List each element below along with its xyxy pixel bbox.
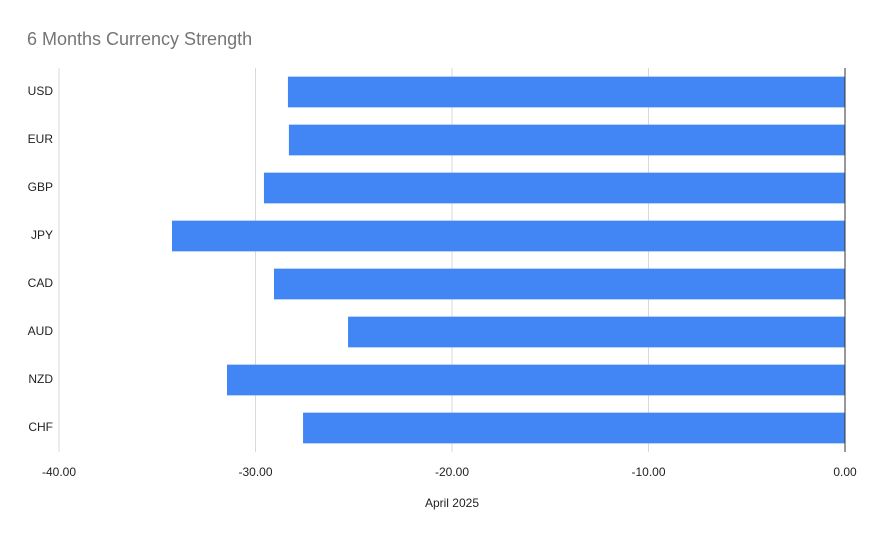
bar xyxy=(348,316,845,348)
x-tick-label: -40.00 xyxy=(42,465,76,479)
y-tick-label: CHF xyxy=(28,420,53,434)
bar xyxy=(273,268,845,300)
bar xyxy=(171,220,846,252)
y-tick-label: EUR xyxy=(28,132,54,146)
x-tick-label: -30.00 xyxy=(238,465,272,479)
y-tick-label: AUD xyxy=(28,324,54,338)
x-tick-label: -10.00 xyxy=(631,465,665,479)
bar xyxy=(227,364,845,396)
y-tick-label: JPY xyxy=(31,228,53,242)
bar xyxy=(303,412,846,444)
x-tick-label: 0.00 xyxy=(833,465,857,479)
bar xyxy=(288,124,845,156)
bar xyxy=(287,76,845,108)
y-tick-label: USD xyxy=(28,84,54,98)
y-tick-label: NZD xyxy=(28,372,53,386)
y-tick-label: GBP xyxy=(28,180,53,194)
y-tick-label: CAD xyxy=(28,276,54,290)
x-axis-label: April 2025 xyxy=(425,496,479,510)
x-tick-label: -20.00 xyxy=(435,465,469,479)
bar xyxy=(263,172,846,204)
chart-title: 6 Months Currency Strength xyxy=(27,29,252,49)
